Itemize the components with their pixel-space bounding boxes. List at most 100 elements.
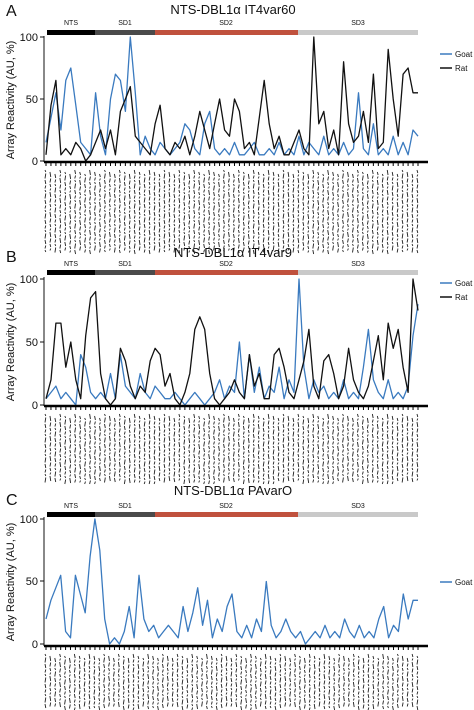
peptide-label-glyph <box>242 459 245 465</box>
peptide-label-glyph <box>133 413 136 419</box>
peptide-label-glyph <box>371 183 374 189</box>
peptide-label-glyph <box>143 233 146 237</box>
peptide-label-glyph <box>89 236 91 241</box>
peptide-label-glyph <box>59 448 62 453</box>
peptide-label-glyph <box>367 667 370 673</box>
peptide-label-glyph <box>133 169 136 175</box>
peptide-label-glyph <box>242 465 245 471</box>
peptide-label-glyph <box>228 447 230 452</box>
peptide-label-glyph <box>218 477 220 482</box>
panel-b-legend: Goat Rat <box>440 279 473 302</box>
peptide-label-glyph <box>299 659 301 665</box>
peptide-label-glyph <box>257 480 260 483</box>
peptide-label-glyph <box>181 691 184 695</box>
peptide-label-glyph <box>69 454 72 457</box>
peptide-label-glyph <box>406 467 409 472</box>
peptide-label-glyph <box>173 239 176 243</box>
peptide-label-glyph <box>74 249 77 255</box>
peptide-label-glyph <box>377 697 380 701</box>
peptide-label-glyph <box>183 241 186 247</box>
peptide-label-glyph <box>74 189 77 195</box>
peptide-label-glyph <box>223 245 225 249</box>
peptide-label-glyph <box>332 415 334 421</box>
peptide-label-glyph <box>357 699 360 705</box>
peptide-label-glyph <box>307 449 310 454</box>
peptide-label-glyph <box>312 419 315 423</box>
peptide-label-glyph <box>108 662 110 667</box>
peptide-label-glyph <box>215 682 218 685</box>
peptide-label-glyph <box>168 183 171 188</box>
peptide-label-glyph <box>317 176 320 179</box>
peptide-label-glyph <box>242 425 245 431</box>
peptide-label-glyph <box>163 209 166 213</box>
peptide-label-glyph <box>218 457 220 462</box>
peptide-label-glyph <box>208 246 210 249</box>
peptide-label-glyph <box>148 425 151 430</box>
peptide-label-glyph <box>277 417 280 422</box>
peptide-label-glyph <box>233 203 235 207</box>
peptide-label-glyph <box>302 439 305 445</box>
peptide-label-glyph <box>181 685 184 691</box>
peptide-label-glyph <box>113 173 116 179</box>
peptide-label-glyph <box>157 705 159 710</box>
peptide-label-glyph <box>416 478 419 481</box>
peptide-label-glyph <box>272 415 275 421</box>
peptide-label-glyph <box>69 669 71 674</box>
peptide-label-glyph <box>342 457 344 463</box>
peptide-label-glyph <box>371 235 374 239</box>
peptide-label-glyph <box>302 187 305 191</box>
peptide-label-glyph <box>138 226 141 231</box>
peptide-label-glyph <box>191 673 194 679</box>
peptide-label-glyph <box>259 667 262 673</box>
peptide-label-glyph <box>240 705 243 710</box>
peptide-label-glyph <box>313 703 316 710</box>
peptide-label-glyph <box>196 655 198 660</box>
peptide-label-glyph <box>128 190 131 193</box>
peptide-label-glyph <box>342 233 344 239</box>
peptide-label-glyph <box>69 424 72 429</box>
peptide-label-glyph <box>396 689 399 693</box>
peptide-label-glyph <box>238 453 240 458</box>
peptide-label-glyph <box>186 669 189 674</box>
peptide-label-glyph <box>357 453 359 458</box>
peptide-label-glyph <box>357 217 359 224</box>
peptide-label-glyph <box>208 241 210 246</box>
peptide-label-glyph <box>397 673 399 677</box>
peptide-label-glyph <box>109 472 111 475</box>
peptide-label-glyph <box>59 418 62 421</box>
peptide-label-glyph <box>302 175 305 181</box>
peptide-label-glyph <box>59 244 62 249</box>
peptide-label-glyph <box>122 671 125 675</box>
peptide-label-glyph <box>366 444 369 449</box>
peptide-label-glyph <box>143 229 146 233</box>
peptide-label-glyph <box>162 677 164 683</box>
peptide-label-glyph <box>142 697 145 701</box>
peptide-label-glyph <box>237 421 240 428</box>
peptide-label-glyph <box>264 660 267 665</box>
peptide-label-glyph <box>396 663 399 669</box>
peptide-label-glyph <box>93 669 96 675</box>
peptide-label-glyph <box>188 464 191 469</box>
peptide-label-glyph <box>376 443 379 450</box>
peptide-label-glyph <box>152 689 154 695</box>
peptide-label-glyph <box>44 697 47 703</box>
peptide-label-glyph <box>208 460 210 465</box>
peptide-label-glyph <box>196 703 198 710</box>
peptide-label-glyph <box>193 229 196 235</box>
peptide-label-glyph <box>138 480 141 483</box>
peptide-label-glyph <box>262 477 265 481</box>
peptide-label-glyph <box>123 187 126 191</box>
peptide-label-glyph <box>338 689 340 693</box>
peptide-label-glyph <box>109 198 111 203</box>
peptide-label-glyph <box>118 678 120 681</box>
peptide-label-glyph <box>382 660 384 665</box>
peptide-label-glyph <box>233 451 235 457</box>
peptide-label-glyph <box>238 418 240 421</box>
peptide-label-glyph <box>59 668 61 673</box>
peptide-label-glyph <box>317 186 320 191</box>
peptide-label-glyph <box>233 417 235 423</box>
peptide-label-glyph <box>317 430 320 435</box>
peptide-label-glyph <box>308 667 311 673</box>
peptide-label-glyph <box>158 201 161 208</box>
peptide-label-glyph <box>416 699 419 705</box>
